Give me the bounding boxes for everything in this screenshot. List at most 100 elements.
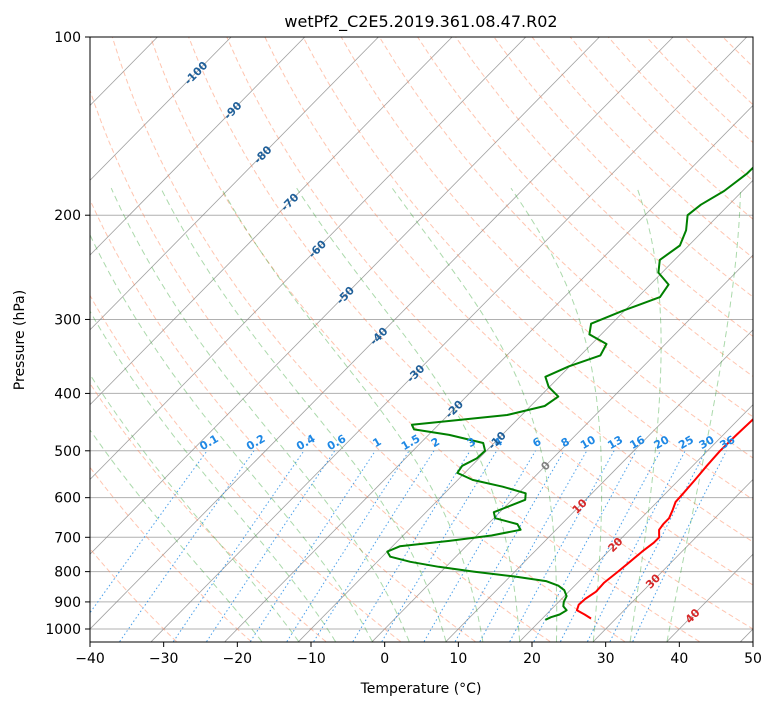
isotherm-line bbox=[224, 104, 753, 642]
isotherm-label: 10 bbox=[570, 496, 590, 516]
x-tick-label: −10 bbox=[296, 651, 326, 667]
dry-adiabat-line bbox=[493, 37, 753, 298]
isotherm-label: -100 bbox=[182, 59, 211, 88]
mixing-ratio-line bbox=[119, 450, 255, 642]
dry-adiabat-line bbox=[188, 37, 753, 630]
moist-adiabat-line bbox=[110, 187, 410, 642]
dry-adiabat-line bbox=[226, 37, 753, 586]
mixing-ratio-line bbox=[533, 450, 637, 642]
dry-adiabat-line bbox=[90, 548, 177, 642]
mixing-ratio-label: 1.5 bbox=[399, 432, 422, 453]
y-tick-label: 200 bbox=[54, 208, 81, 224]
dry-adiabat-line bbox=[111, 37, 625, 642]
y-tick-label: 600 bbox=[54, 491, 81, 507]
moist-adiabat-line bbox=[220, 187, 484, 642]
x-tick-label: −40 bbox=[75, 651, 105, 667]
isotherm-line bbox=[90, 37, 232, 181]
dry-adiabat-line bbox=[455, 37, 753, 337]
dry-adiabat-line bbox=[607, 37, 753, 182]
x-tick-label: 10 bbox=[449, 651, 467, 667]
mixing-ratio-label: 2 bbox=[429, 435, 442, 450]
mixing-ratio-label: 10 bbox=[578, 433, 598, 452]
isotherm-label: 40 bbox=[683, 606, 703, 626]
isotherm-line bbox=[519, 404, 753, 642]
dry-adiabat-line bbox=[761, 37, 775, 642]
y-tick-label: 100 bbox=[54, 30, 81, 46]
mixing-ratio-line bbox=[479, 450, 588, 642]
x-tick-label: −30 bbox=[149, 651, 179, 667]
isotherm-label: -80 bbox=[251, 143, 274, 166]
mixing-ratio-line bbox=[313, 450, 435, 642]
dry-adiabat-line bbox=[90, 294, 401, 642]
mixing-ratio-label: 0.4 bbox=[294, 432, 318, 453]
dry-adiabat-line bbox=[302, 37, 753, 501]
x-tick-label: −20 bbox=[223, 651, 253, 667]
moist-adiabat-line bbox=[90, 233, 373, 642]
mixing-ratio-line bbox=[206, 450, 336, 642]
isotherm-line bbox=[151, 37, 748, 642]
dry-adiabat-line bbox=[646, 37, 753, 144]
axis-ticks: −40 −30 −20 −10 0 10 20 30 40 5010020030040050060… bbox=[45, 30, 762, 667]
isotherm-label: -70 bbox=[278, 191, 301, 214]
dry-adiabat-line bbox=[150, 37, 700, 642]
x-tick-label: 50 bbox=[744, 651, 762, 667]
y-tick-label: 1000 bbox=[45, 622, 81, 638]
dry-adiabat-line bbox=[90, 466, 252, 642]
mixing-ratio-label: 30 bbox=[697, 433, 717, 452]
isotherm-line bbox=[593, 478, 753, 642]
dry-adiabat-line bbox=[684, 37, 753, 106]
mixing-ratio-label: 6 bbox=[530, 435, 543, 450]
dry-adiabat-line bbox=[90, 88, 551, 642]
isotherm-label: -90 bbox=[221, 99, 244, 122]
y-tick-label: 700 bbox=[54, 530, 81, 546]
moist-adiabat-line bbox=[629, 187, 662, 642]
background-lines bbox=[0, 37, 775, 642]
y-tick-label: 300 bbox=[54, 312, 81, 328]
isotherm-line bbox=[372, 254, 753, 642]
isotherm-line bbox=[90, 37, 527, 480]
x-tick-label: 0 bbox=[380, 651, 389, 667]
y-tick-label: 500 bbox=[54, 444, 81, 460]
mixing-ratio-line bbox=[423, 450, 536, 642]
mixing-ratio-label: 0.6 bbox=[325, 432, 349, 453]
isotherm-label: 0 bbox=[538, 459, 553, 474]
profile-lines bbox=[386, 166, 753, 621]
x-tick-label: 30 bbox=[597, 651, 615, 667]
isotherm-label: -10 bbox=[486, 429, 509, 452]
y-axis-label: Pressure (hPa) bbox=[12, 290, 28, 390]
mixing-ratio-label: 13 bbox=[605, 433, 625, 452]
dry-adiabat-line bbox=[531, 37, 753, 259]
dry-adiabat-line bbox=[340, 37, 753, 459]
mixing-ratio-line bbox=[352, 450, 471, 642]
isotherm-line bbox=[90, 37, 379, 331]
isotherm-line bbox=[90, 37, 674, 630]
mixing-ratio-label: 1 bbox=[370, 435, 383, 450]
isotherm-line bbox=[445, 329, 753, 642]
mixing-ratio-line bbox=[587, 450, 686, 642]
dry-adiabat-line bbox=[90, 382, 327, 642]
isotherm-line bbox=[0, 37, 10, 642]
x-tick-label: 40 bbox=[670, 651, 688, 667]
moist-adiabat-line bbox=[391, 187, 558, 642]
isotherm-label: -40 bbox=[367, 325, 390, 348]
plot-frame bbox=[89, 36, 754, 643]
mixing-ratio-label: 8 bbox=[559, 435, 572, 450]
mixing-ratio-line bbox=[172, 450, 305, 642]
y-tick-label: 800 bbox=[54, 565, 81, 581]
mixing-ratio-line bbox=[286, 450, 410, 642]
chart-title: wetPf2_C2E5.2019.361.08.47.R02 bbox=[284, 12, 557, 32]
isotherm-label: -50 bbox=[334, 284, 357, 307]
x-axis-label: Temperature (°C) bbox=[360, 681, 482, 697]
dewpoint-profile-line bbox=[386, 166, 753, 621]
isotherm-line bbox=[90, 37, 600, 555]
isotherm-line bbox=[90, 37, 306, 256]
temperature-profile-line bbox=[575, 418, 753, 620]
dry-adiabat-line bbox=[264, 37, 753, 543]
isotherm-label: 30 bbox=[643, 571, 663, 591]
mixing-ratio-label: 16 bbox=[627, 433, 647, 452]
moist-adiabat-line bbox=[510, 187, 603, 642]
mixing-ratio-line bbox=[249, 450, 376, 642]
moist-adiabat-line bbox=[90, 310, 336, 642]
isotherm-label: -60 bbox=[306, 237, 329, 260]
